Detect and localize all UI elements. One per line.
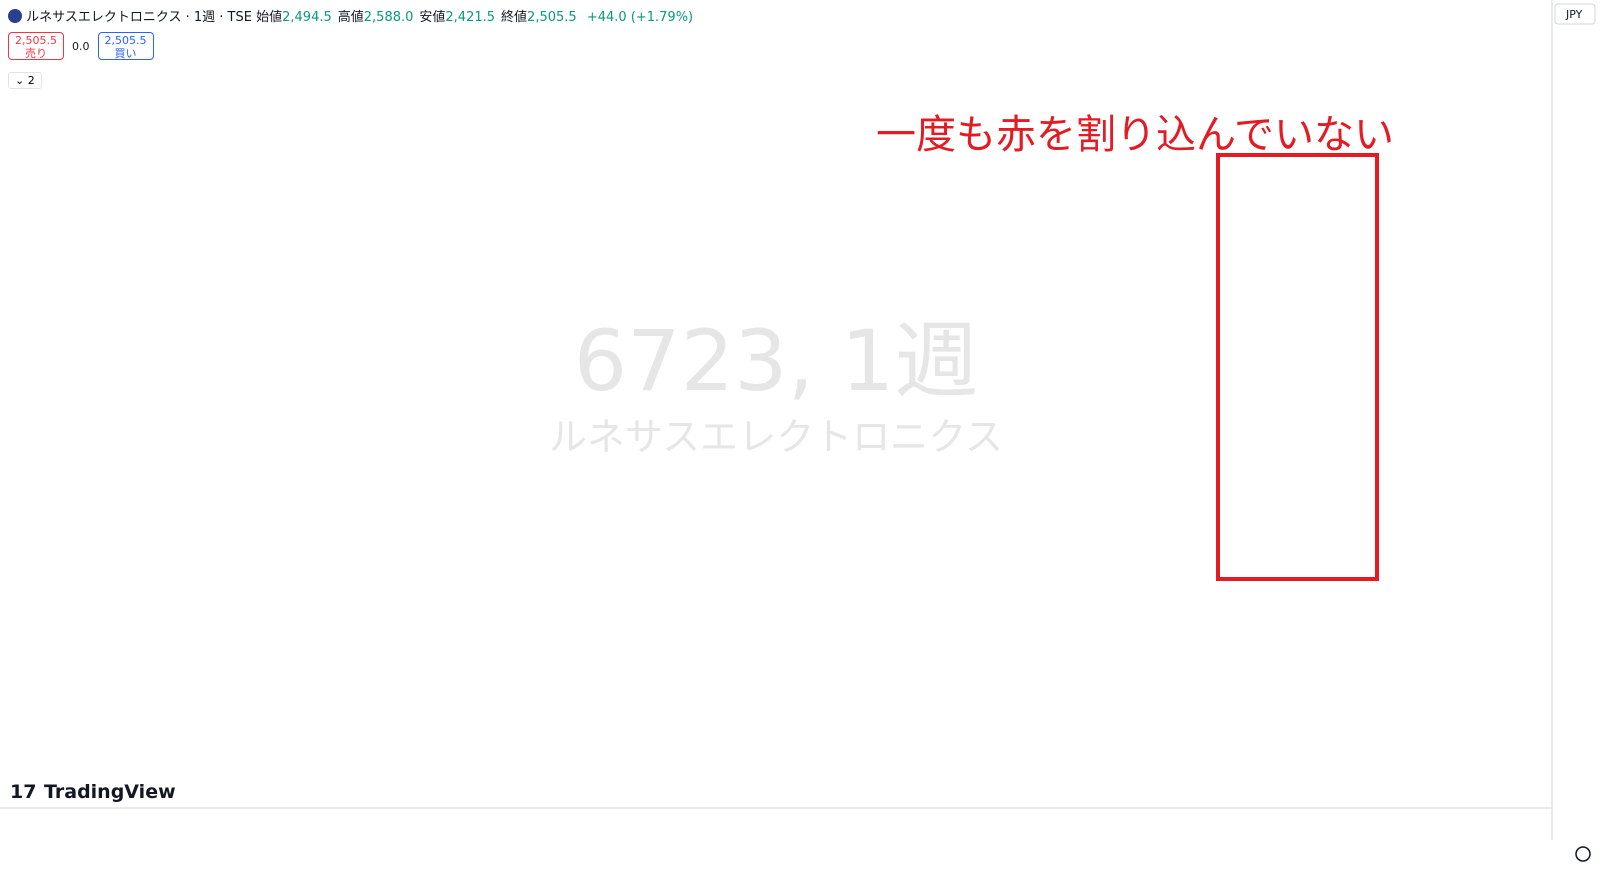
ohlc-label: 安値 xyxy=(419,10,446,25)
currency-button[interactable] xyxy=(1554,3,1596,25)
buy-label[interactable]: 買い xyxy=(114,47,137,60)
ohlc-value: 2,421.5 xyxy=(445,10,496,25)
symbol[interactable]: ルネサスエレクトロニクス · 1週 · TSE xyxy=(26,10,252,25)
ohlc-label: 高値 xyxy=(337,10,364,25)
logo-mark: 17 xyxy=(10,781,36,803)
trade-buttons: 2,505.5 売り 0.0 2,505.5 買い xyxy=(8,32,154,60)
logo: TradingView xyxy=(44,781,176,803)
sell-label[interactable]: 売り xyxy=(25,47,47,60)
indicator-toggle[interactable]: ⌄ 2 xyxy=(8,72,42,89)
ohlc-value: 2,588.0 xyxy=(363,10,414,25)
sell-price[interactable]: 2,505.5 xyxy=(15,34,57,47)
ohlc-value: 2,494.5 xyxy=(282,10,332,25)
watermark-symbol: 6723, 1週 xyxy=(574,312,979,410)
buy-button[interactable]: 2,505.5 買い xyxy=(97,32,154,60)
ohlc-value: 2,505.5 xyxy=(527,10,577,25)
sell-button[interactable]: 2,505.5 売り xyxy=(8,32,64,60)
watermark-name: ルネサスエレクトロニクス xyxy=(549,415,1003,459)
indicator-count[interactable]: 2 xyxy=(27,74,35,87)
settings-icon[interactable] xyxy=(1575,846,1591,862)
buy-price[interactable]: 2,505.5 xyxy=(104,34,147,47)
annotation: 一度も赤を割り込んでいない xyxy=(876,112,1394,158)
highlight-box xyxy=(1216,153,1379,581)
ohlc: 始値2,494.5 高値2,588.0 安値2,421.5 終値2,505.5 xyxy=(256,10,583,25)
spread: 0.0 xyxy=(72,39,90,53)
currency[interactable]: JPY xyxy=(1565,8,1583,21)
change: +44.0 (+1.79%) xyxy=(586,10,694,25)
symbol-icon xyxy=(8,9,22,23)
header: ルネサスエレクトロニクス · 1週 · TSE 始値2,494.5 高値2,588… xyxy=(8,6,693,25)
ohlc-label: 始値 xyxy=(256,10,283,25)
ohlc-label: 終値 xyxy=(501,10,528,25)
